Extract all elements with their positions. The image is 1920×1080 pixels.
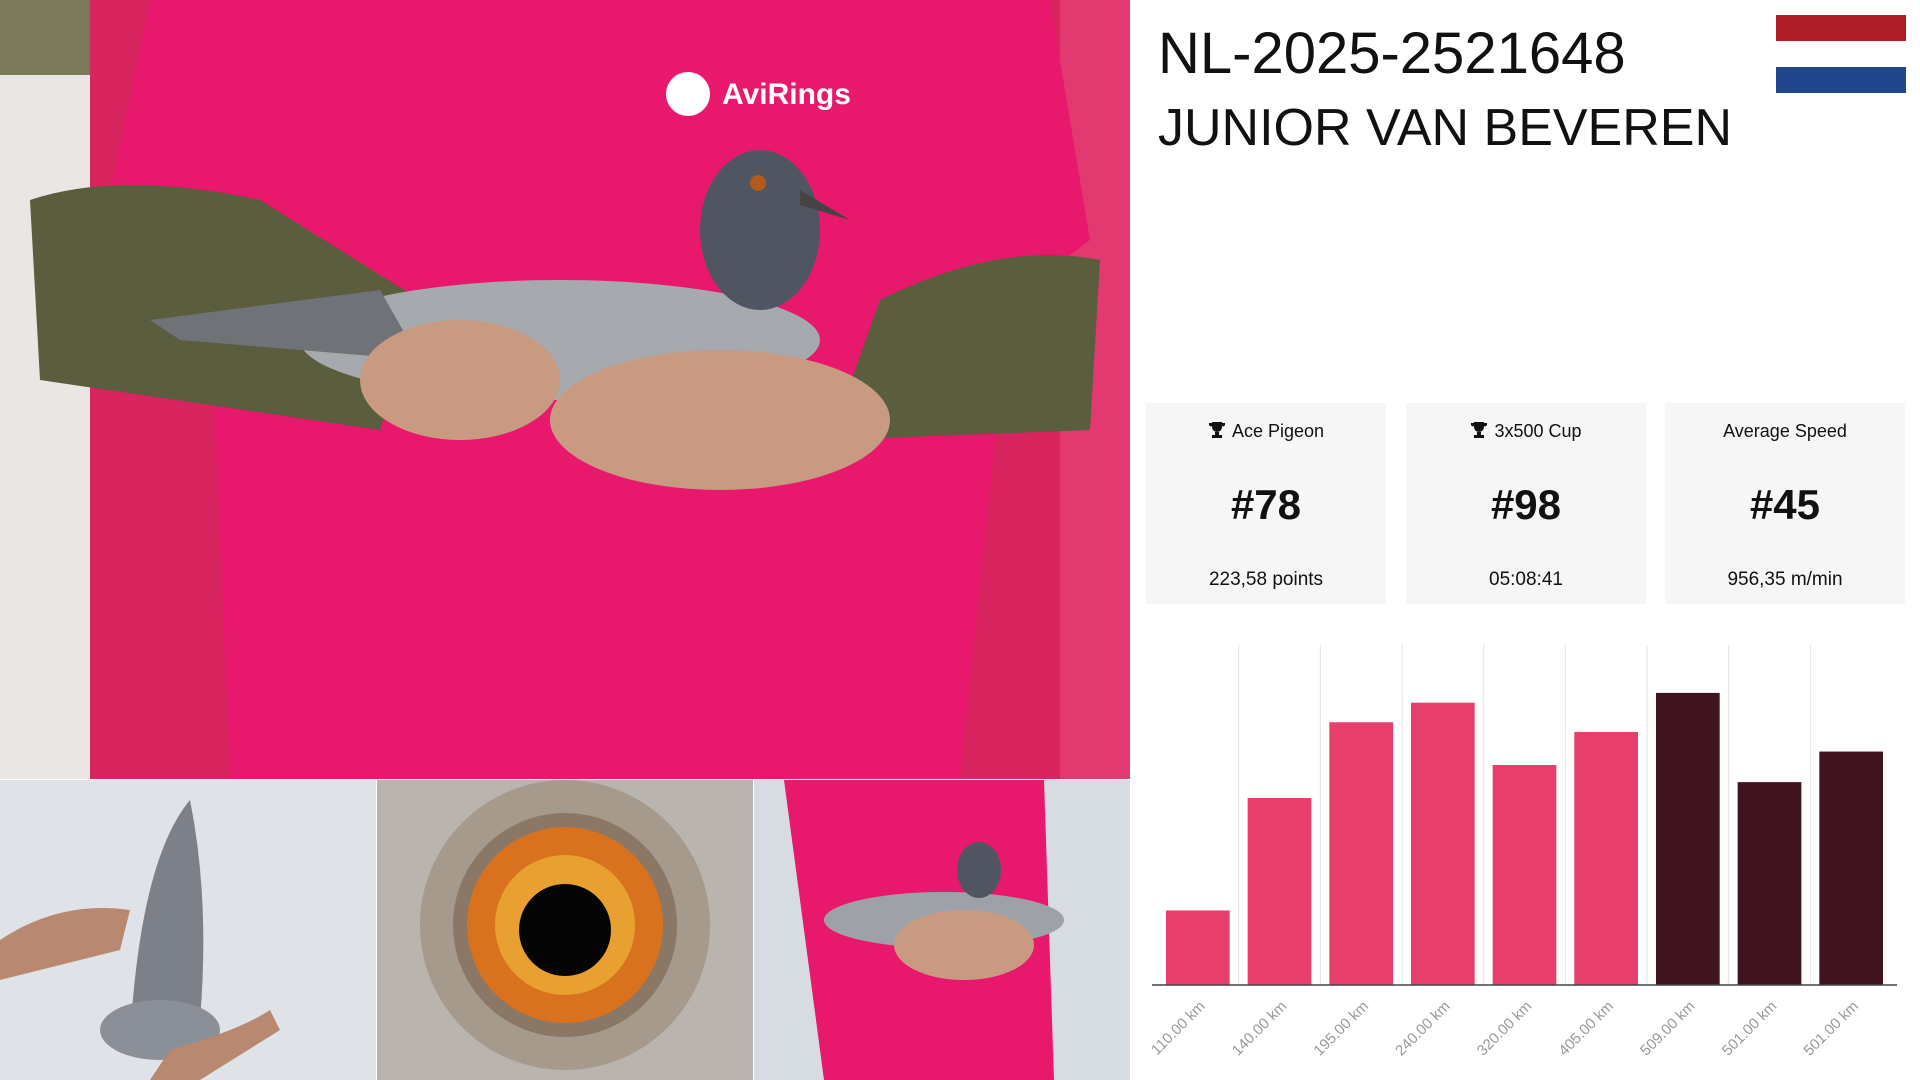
x-tick-label: 320.00 km — [1474, 998, 1536, 1060]
x-tick-label: 110.00 km — [1148, 998, 1209, 1059]
stat-value-text: #45 — [1749, 481, 1821, 528]
stat-value: #98 — [1406, 481, 1646, 529]
stat-label-text: 3x500 Cup — [1494, 421, 1582, 441]
x-tick-label: 195.00 km — [1310, 998, 1372, 1060]
main-photo: AviRings — [0, 0, 1130, 779]
stat-card: Ace Pigeon #78 223,58 points — [1146, 403, 1386, 604]
bar-chart: 110.00 km 140.00 km 195.00 km 240.00 km 320.… — [1148, 645, 1897, 1060]
x-tick-label: 501.00 km — [1800, 998, 1862, 1060]
bar — [1655, 692, 1720, 985]
stat-label-text: Average Speed — [1723, 421, 1847, 441]
trophy-icon — [1471, 422, 1488, 438]
stat-card: Average Speed #45 956,35 m/min — [1665, 403, 1905, 604]
stat-value: #45 — [1665, 481, 1905, 529]
x-tick-label: 240.00 km — [1392, 998, 1454, 1060]
stat-detail-text: 05:08:41 — [1489, 569, 1563, 590]
ring-number: NL-2025-2521648 — [1158, 21, 1626, 86]
wing-photo — [0, 780, 376, 1080]
bar — [1410, 702, 1475, 985]
stat-card: 3x500 Cup #98 05:08:41 — [1406, 403, 1646, 604]
stat-detail: 05:08:41 — [1406, 569, 1646, 591]
stat-detail: 956,35 m/min — [1665, 569, 1905, 591]
stat-value-text: #98 — [1490, 481, 1562, 528]
x-tick-label: 509.00 km — [1637, 998, 1699, 1060]
bar — [1737, 782, 1802, 985]
bar — [1165, 910, 1230, 985]
stat-label: Average Speed — [1665, 421, 1905, 442]
bar — [1819, 751, 1884, 985]
stat-value-text: #78 — [1230, 481, 1302, 528]
bar — [1329, 722, 1394, 985]
x-tick-label: 405.00 km — [1555, 998, 1617, 1060]
stat-detail: 223,58 points — [1146, 569, 1386, 591]
stat-detail-text: 956,35 m/min — [1727, 569, 1843, 590]
stat-label: 3x500 Cup — [1406, 421, 1646, 442]
stat-label: Ace Pigeon — [1146, 421, 1386, 442]
flag — [1776, 15, 1906, 93]
stat-label-text: Ace Pigeon — [1231, 421, 1325, 441]
photo-logo: AviRings — [722, 78, 851, 111]
pigeon-photo — [754, 780, 1130, 1080]
x-tick-label: 140.00 km — [1229, 998, 1291, 1060]
bar — [1247, 798, 1312, 985]
trophy-icon — [1208, 422, 1225, 438]
stat-value: #78 — [1146, 481, 1386, 529]
bar — [1574, 732, 1639, 985]
stat-detail-text: 223,58 points — [1208, 569, 1324, 590]
bar — [1492, 765, 1557, 985]
pigeon-name: JUNIOR VAN BEVEREN — [1158, 99, 1733, 157]
eye-photo — [377, 780, 753, 1080]
x-tick-label: 501.00 km — [1719, 998, 1781, 1060]
